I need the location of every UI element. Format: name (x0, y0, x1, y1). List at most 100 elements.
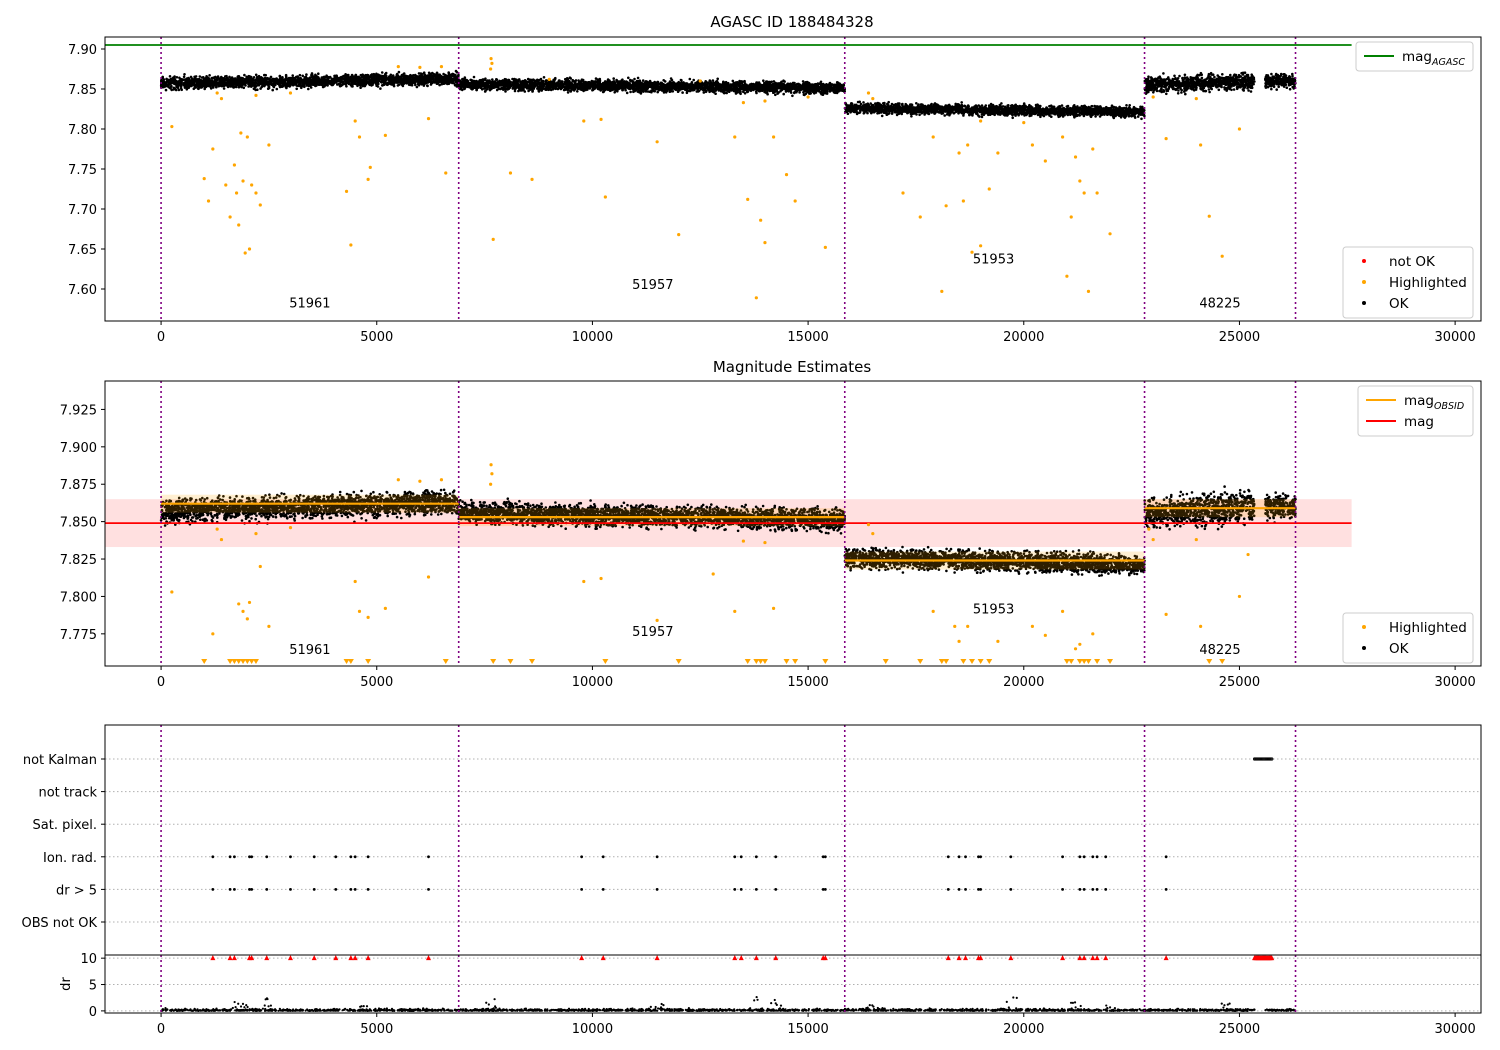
ok-point (702, 91, 706, 94)
ok-point (504, 90, 507, 93)
panel-agasc-magnitude: AGASC ID 188484328 51961519575195348225 … (68, 13, 1482, 345)
ok-point (726, 81, 730, 85)
ok-point (379, 76, 382, 80)
ok-point (417, 72, 421, 75)
ok-point (263, 79, 266, 83)
ok-point (175, 83, 179, 86)
ok-point (679, 78, 683, 82)
ok-point (433, 73, 437, 76)
ok-point (284, 75, 288, 78)
ok-point (312, 81, 315, 84)
ok-point (400, 77, 404, 81)
ok-point (825, 92, 829, 95)
ok-point (315, 80, 319, 84)
ok-point (483, 90, 487, 93)
ok-point (319, 83, 323, 86)
ok-point (205, 79, 209, 82)
ok-point (239, 84, 243, 88)
ok-point (627, 76, 630, 80)
ok-point (275, 87, 279, 91)
ok-point (589, 85, 592, 89)
ok-point (204, 82, 207, 85)
ok-point (296, 75, 300, 79)
ok-point (407, 83, 411, 86)
ok-point (560, 80, 564, 83)
ok-point (229, 85, 232, 88)
ok-point (241, 77, 245, 80)
ok-point (370, 78, 373, 82)
ok-point (669, 77, 673, 80)
ok-point (454, 80, 458, 84)
ok-point (397, 70, 401, 74)
ok-point (177, 88, 181, 92)
ok-point (194, 77, 197, 81)
ok-point (616, 87, 620, 91)
ok-point (384, 75, 388, 78)
ok-point (762, 79, 765, 82)
ok-point (633, 77, 636, 81)
ok-point (392, 84, 396, 88)
ok-point (832, 83, 836, 87)
ok-point (636, 76, 640, 80)
ok-point (392, 80, 396, 84)
ok-point (366, 80, 370, 84)
ok-point (372, 72, 376, 76)
ok-point (442, 82, 446, 85)
ok-point (369, 73, 373, 77)
ok-point (642, 90, 645, 93)
ok-point (564, 86, 568, 89)
ok-point (783, 80, 786, 83)
ok-point (305, 73, 308, 76)
ok-point (294, 82, 298, 86)
ok-point (819, 80, 823, 84)
ok-point (266, 87, 270, 90)
ok-point (164, 88, 168, 92)
ok-point (571, 78, 574, 82)
ok-point (257, 79, 260, 83)
ok-point (267, 85, 271, 88)
ok-point (381, 74, 385, 78)
ok-point (760, 88, 764, 92)
ok-point (425, 74, 429, 78)
ok-point (558, 85, 561, 89)
ok-point (239, 77, 242, 81)
ok-point (606, 78, 610, 81)
ok-point (440, 82, 444, 86)
ok-point (367, 78, 371, 82)
ok-point (194, 75, 198, 78)
ok-point (418, 75, 422, 79)
ok-point (580, 78, 584, 81)
ok-point (336, 83, 339, 86)
ok-point (210, 76, 214, 80)
ok-point (167, 81, 171, 84)
ok-point (252, 76, 256, 79)
ok-point (317, 76, 320, 79)
ok-point (755, 91, 758, 95)
ok-point (435, 71, 439, 75)
ok-point (295, 87, 299, 91)
ok-point (202, 84, 205, 88)
ok-point (351, 81, 354, 84)
ok-point (187, 76, 190, 80)
ok-point (194, 80, 197, 83)
ok-point (222, 87, 226, 90)
ok-point (225, 74, 228, 78)
ok-point (335, 74, 338, 77)
ok-point (198, 75, 202, 78)
ok-point (372, 76, 375, 79)
ok-point (254, 84, 257, 87)
ok-point (808, 88, 811, 91)
ok-point (255, 88, 259, 91)
ok-point (669, 81, 672, 85)
ok-point (415, 76, 419, 79)
ok-point (377, 79, 381, 83)
ok-point (691, 88, 694, 92)
ok-point (739, 92, 742, 96)
ok-point (270, 82, 274, 86)
ok-point (788, 84, 791, 87)
ok-point (317, 72, 320, 75)
ok-point (680, 87, 683, 91)
ok-point (209, 79, 212, 82)
ok-point (511, 77, 514, 81)
